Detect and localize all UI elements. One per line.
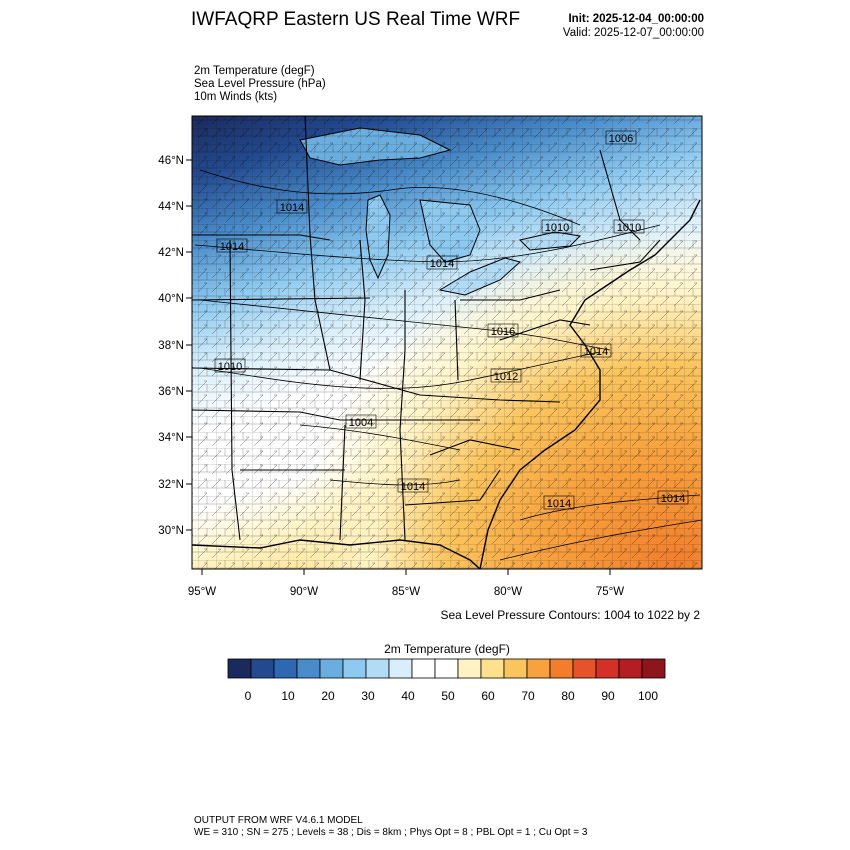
svg-text:1006: 1006: [609, 133, 633, 145]
lat-label: 46°N: [158, 155, 184, 167]
colorbar-swatch: [641, 658, 666, 679]
colorbar-tick-label: 50: [441, 689, 455, 703]
svg-text:1010: 1010: [218, 361, 242, 373]
colorbar-tick-label: 60: [481, 689, 495, 703]
svg-text:1014: 1014: [584, 346, 608, 358]
colorbar: 0 10 20 30 40 50 60 70 80 90 100: [227, 658, 666, 703]
colorbar-swatch: [250, 658, 275, 679]
colorbar-swatch: [618, 658, 643, 679]
svg-text:1014: 1014: [547, 498, 571, 510]
colorbar-tick-label: 10: [281, 689, 295, 703]
pressure-label: 1012: [490, 368, 522, 383]
field-label-pressure: Sea Level Pressure (hPa): [194, 78, 326, 90]
colorbar-swatch: [273, 658, 298, 679]
pressure-label: 1010: [613, 219, 645, 234]
field-label-temperature: 2m Temperature (degF): [194, 65, 315, 77]
colorbar-tick-label: 80: [561, 689, 575, 703]
colorbar-swatch: [319, 658, 344, 679]
colorbar-swatch: [526, 658, 551, 679]
svg-text:1014: 1014: [280, 202, 304, 214]
svg-text:1014: 1014: [430, 258, 454, 270]
lon-label: 95°W: [188, 586, 216, 598]
svg-text:1004: 1004: [349, 417, 373, 429]
svg-text:1014: 1014: [661, 493, 685, 505]
svg-text:1010: 1010: [617, 222, 641, 234]
lat-label: 34°N: [158, 432, 184, 444]
colorbar-swatch: [549, 658, 574, 679]
colorbar-swatch: [434, 658, 459, 679]
pressure-label: 1014: [426, 255, 458, 270]
map-panel: [192, 116, 702, 569]
lat-label: 44°N: [158, 201, 184, 213]
pressure-labels: 1006 1014 1014 1010 1010 1014 1016 1014 1010 1012…: [214, 130, 689, 510]
colorbar-swatch: [572, 658, 597, 679]
colorbar-swatch: [227, 658, 252, 679]
colorbar-swatch: [296, 658, 321, 679]
colorbar-tick-label: 90: [601, 689, 615, 703]
pressure-label: 1006: [605, 130, 637, 145]
lat-label: 30°N: [158, 525, 184, 537]
pressure-label: 1014: [657, 490, 689, 505]
lon-label: 85°W: [392, 586, 420, 598]
colorbar-tick-label: 0: [245, 689, 252, 703]
colorbar-tick-label: 20: [321, 689, 335, 703]
latitude-labels: 46°N 44°N 42°N 40°N 38°N 36°N 34°N 32°N 30°N: [158, 155, 192, 537]
field-label-winds: 10m Winds (kts): [194, 91, 278, 103]
colorbar-swatch: [595, 658, 620, 679]
pressure-label: 1004: [345, 414, 377, 429]
colorbar-tick-label: 70: [521, 689, 535, 703]
svg-text:1010: 1010: [545, 222, 569, 234]
colorbar-swatch: [342, 658, 367, 679]
svg-text:1012: 1012: [494, 371, 518, 383]
lon-label: 80°W: [494, 586, 522, 598]
init-time: Init: 2025-12-04_00:00:00: [568, 13, 704, 25]
pressure-label: 1016: [487, 323, 519, 338]
svg-text:1016: 1016: [491, 326, 515, 338]
colorbar-swatch: [365, 658, 390, 679]
colorbar-title: 2m Temperature (degF): [384, 642, 510, 656]
lat-label: 38°N: [158, 340, 184, 352]
lat-label: 42°N: [158, 247, 184, 259]
lon-label: 75°W: [596, 586, 624, 598]
pressure-contours: [194, 169, 702, 561]
longitude-labels: 95°W 90°W 85°W 80°W 75°W: [188, 569, 624, 598]
pressure-label: 1014: [543, 495, 575, 510]
pressure-label: 1014: [276, 199, 308, 214]
lat-label: 40°N: [158, 293, 184, 305]
colorbar-tick-label: 40: [401, 689, 415, 703]
lat-label: 36°N: [158, 386, 184, 398]
pressure-label: 1014: [216, 238, 248, 253]
footer-params: WE = 310 ; SN = 275 ; Levels = 38 ; Dis …: [194, 827, 588, 838]
wind-vectors: [192, 116, 702, 569]
colorbar-swatch: [411, 658, 436, 679]
contour-note: Sea Level Pressure Contours: 1004 to 102…: [440, 608, 701, 622]
colorbar-swatch: [457, 658, 482, 679]
colorbar-swatch: [388, 658, 413, 679]
map-frame: [191, 115, 703, 570]
svg-text:1014: 1014: [401, 481, 425, 493]
colorbar-tick-label: 30: [361, 689, 375, 703]
colorbar-swatch: [480, 658, 505, 679]
lon-label: 90°W: [290, 586, 318, 598]
pressure-label: 1010: [214, 358, 246, 373]
colorbar-swatch: [503, 658, 528, 679]
pressure-label: 1010: [541, 219, 573, 234]
valid-time: Valid: 2025-12-07_00:00:00: [562, 27, 704, 39]
pressure-label: 1014: [397, 478, 429, 493]
svg-text:1014: 1014: [220, 241, 244, 253]
pressure-label: 1014: [580, 343, 612, 358]
lat-label: 32°N: [158, 479, 184, 491]
footer-model: OUTPUT FROM WRF V4.6.1 MODEL: [194, 815, 363, 826]
plot-title: IWFAQRP Eastern US Real Time WRF: [191, 9, 521, 30]
colorbar-tick-label: 100: [638, 689, 658, 703]
